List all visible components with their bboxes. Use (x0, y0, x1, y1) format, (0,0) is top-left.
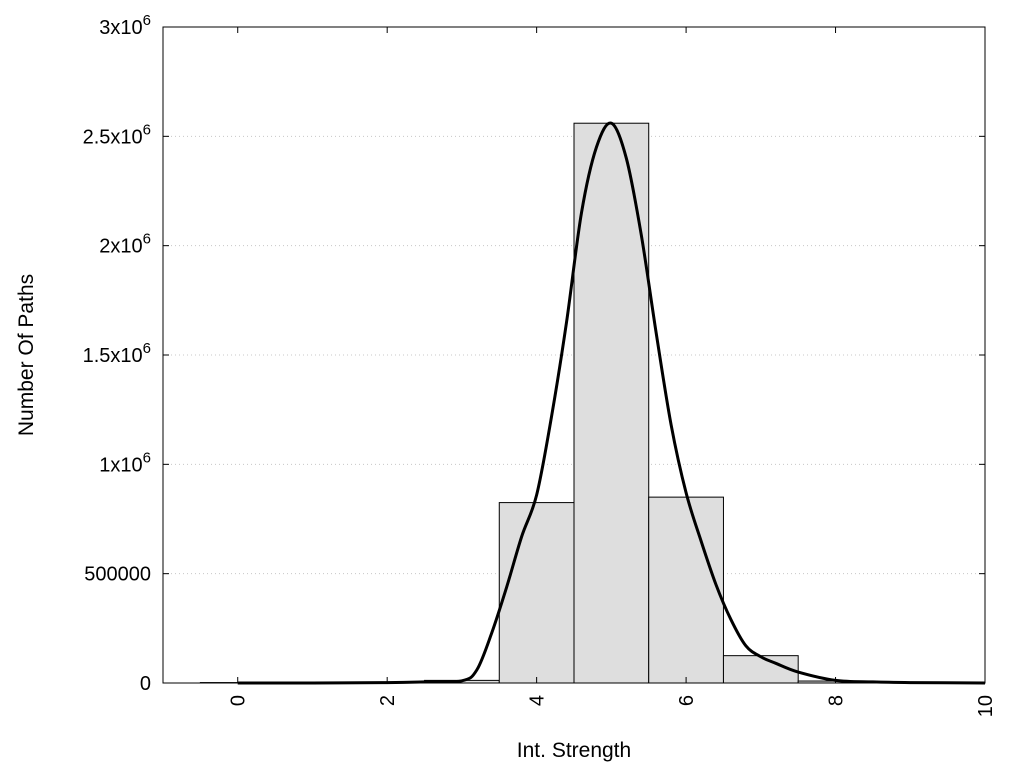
y-axis-ticks: 0 500000 1x106 1.5x106 2x106 2.5x106 3x106 (83, 12, 985, 695)
histogram-bar (648, 496, 724, 684)
y-tick-label: 500000 (84, 564, 151, 586)
x-tick-label: 2 (377, 695, 399, 706)
x-axis-ticks: 0 2 4 6 8 10 (228, 27, 997, 717)
x-tick-label: 0 (228, 695, 250, 706)
y-tick-label: 3x106 (99, 12, 151, 39)
y-tick-label: 0 (140, 673, 151, 695)
y-axis-label: Number Of Paths (15, 274, 38, 436)
fit-curve-line (237, 121, 986, 685)
fit-curve (237, 121, 986, 685)
x-tick-label: 8 (826, 695, 848, 706)
histogram-bar (498, 502, 575, 684)
x-tick-label: 4 (527, 695, 549, 706)
grid-lines (163, 135, 985, 575)
y-tick-label: 2.5x106 (83, 121, 151, 148)
y-tick-label: 2x106 (99, 231, 151, 258)
x-tick-label: 6 (676, 695, 698, 706)
x-axis-label: Int. Strength (517, 739, 631, 762)
y-tick-label: 1.5x106 (83, 340, 151, 367)
x-tick-label: 10 (975, 695, 997, 717)
bars (199, 122, 949, 684)
y-tick-label: 1x106 (99, 449, 151, 476)
